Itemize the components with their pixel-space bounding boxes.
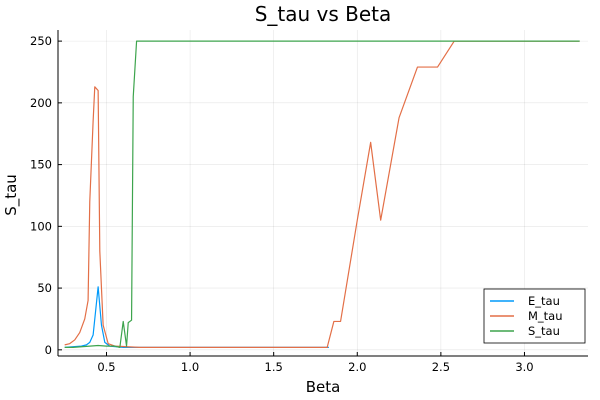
y-tick-label: 0	[45, 343, 52, 357]
legend-label-m-tau: M_tau	[528, 309, 563, 323]
axes: 0.5 1.0 1.5 2.0 2.5 3.0 0 50 100 150 200 250	[30, 30, 588, 374]
x-tick-label: 2.5	[432, 360, 450, 374]
y-tick-label: 250	[30, 34, 52, 48]
x-tick-label: 1.0	[181, 360, 199, 374]
x-tick-label: 3.0	[515, 360, 533, 374]
y-tick-label: 50	[37, 281, 52, 295]
series-line-m-tau	[64, 40, 580, 348]
y-axis-label: S_tau	[2, 174, 21, 216]
series-lines	[64, 40, 580, 348]
x-tick-label: 0.5	[97, 360, 115, 374]
x-axis-label: Beta	[306, 378, 341, 396]
y-tick-label: 150	[30, 158, 52, 172]
x-tick-label: 2.0	[348, 360, 366, 374]
y-tick-label: 100	[30, 219, 52, 233]
x-tick-label: 1.5	[265, 360, 283, 374]
y-tick-label: 200	[30, 96, 52, 110]
series-line-e-tau	[64, 286, 329, 348]
legend-label-e-tau: E_tau	[528, 294, 560, 308]
legend-label-s-tau: S_tau	[528, 324, 560, 338]
chart-title: S_tau vs Beta	[255, 2, 392, 26]
series-line-s-tau	[64, 40, 580, 348]
